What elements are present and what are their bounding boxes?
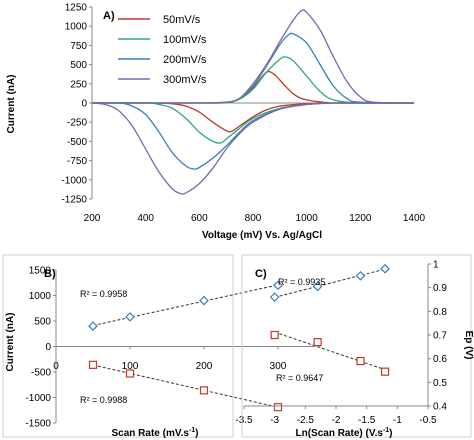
panel-b-label: B) <box>44 268 56 280</box>
data-point-square <box>273 403 283 412</box>
data-point-diamond <box>380 263 390 274</box>
y-tick-label: 1 <box>433 260 439 271</box>
r-squared-annotation: R² = 0.9988 <box>80 395 127 405</box>
panel-a-y-tick-label: 1250 <box>65 3 88 14</box>
panel-a-xlabel: Voltage (mV) Vs. Ag/AgCl <box>202 230 322 241</box>
data-point-diamond <box>199 295 209 306</box>
panel-c-ylabel: Ep (V) <box>463 331 474 360</box>
x-tick-label: 0 <box>53 361 59 372</box>
y-tick-label: -1500 <box>25 419 51 430</box>
x-tick-label: 200 <box>196 361 213 372</box>
panel-c-label: C) <box>255 268 267 280</box>
data-point-diamond <box>269 292 280 302</box>
panel-a-y-tick-label: -1250 <box>61 195 87 206</box>
panel-a-x-tick-label: 400 <box>137 213 154 224</box>
y-tick-label: 1000 <box>29 291 52 302</box>
panel-b-xlabel: Scan Rate (mV.s-1) <box>111 427 198 439</box>
data-point-diamond <box>273 280 283 291</box>
panel-a-series-forward <box>92 70 414 104</box>
data-point-square <box>356 356 365 366</box>
data-point-diamond <box>125 312 135 322</box>
y-tick-label: -500 <box>31 368 51 379</box>
data-point-square <box>199 386 209 395</box>
panel-a-series-forward <box>92 32 415 104</box>
panel-c-frame <box>241 254 472 438</box>
panel-a-legend-label: 300mV/s <box>163 74 207 86</box>
y-tick-label: 500 <box>34 317 51 328</box>
trendline <box>92 284 279 327</box>
panel-a-y-tick-label: -1000 <box>61 175 87 186</box>
panel-b-frame <box>2 254 234 438</box>
data-point-square <box>380 367 390 376</box>
panel-a-series-forward <box>92 9 415 104</box>
panel-a-label: A) <box>103 10 115 22</box>
panel-a-y-tick-label: 1000 <box>65 22 88 33</box>
x-tick-label: -2 <box>332 415 341 426</box>
x-tick-label: -2.5 <box>297 415 315 426</box>
r-squared-annotation: R² = 0.9958 <box>80 289 127 299</box>
trendline <box>92 364 279 408</box>
panel-a-y-tick-label: 750 <box>70 41 87 52</box>
x-tick-label: -1 <box>393 415 402 426</box>
panel-a-x-tick-label: 1400 <box>403 213 426 224</box>
y-tick-label: 1500 <box>29 266 52 277</box>
panel-a-series-reverse <box>91 102 414 144</box>
panel-a-series-forward <box>92 56 415 104</box>
panel-a: -1250 -1000 -750 -500 -250 0 250 500 750 1000 1250… <box>61 3 425 225</box>
y-tick-label: 0.4 <box>433 402 447 413</box>
y-tick-label: 0.5 <box>433 378 447 389</box>
x-tick-label: 100 <box>122 361 139 372</box>
panel-c-xlabel: Ln(Scan Rate) (V.s-1) <box>295 427 392 439</box>
panel-a-y-tick-label: -500 <box>67 137 87 148</box>
trendline <box>274 268 386 298</box>
y-tick-label: 0 <box>45 342 51 353</box>
data-point-square <box>88 360 98 369</box>
panel-a-series-reverse <box>92 102 414 133</box>
panel-c: 0.4 0.5 0.6 0.7 0.8 0.9 1 -3.5 -3 -2.5 -2 -1.5 -1 -0.… <box>235 260 447 427</box>
y-tick-label: 0.6 <box>433 354 447 365</box>
panel-a-series-reverse <box>91 102 414 170</box>
panel-a-x-tick-label: 1000 <box>296 213 319 224</box>
data-point-square <box>313 338 322 347</box>
panel-a-series-reverse <box>91 102 414 195</box>
panel-a-legend-label: 200mV/s <box>163 54 207 66</box>
data-point-square <box>125 369 135 378</box>
panel-a-legend-label: 100mV/s <box>163 34 207 46</box>
panel-a-y-tick-label: -250 <box>67 118 87 129</box>
panel-a-x-tick-label: 1200 <box>349 213 372 224</box>
data-point-diamond <box>312 281 323 292</box>
r-squared-annotation: R² = 0.9935 <box>278 277 325 287</box>
x-tick-label: -0.5 <box>419 415 437 426</box>
data-point-diamond <box>355 270 366 281</box>
panel-a-y-tick-label: 250 <box>70 79 87 90</box>
panel-a-y-tick-label: -750 <box>67 156 87 167</box>
data-point-square <box>270 330 279 340</box>
panel-a-y-tick-label: 500 <box>70 60 87 71</box>
x-tick-label: 300 <box>270 361 287 372</box>
x-tick-label: -3.5 <box>235 415 253 426</box>
panel-a-x-tick-label: 800 <box>245 213 262 224</box>
panel-a-legend-label: 50mV/s <box>163 14 201 26</box>
trendline <box>274 331 386 371</box>
x-tick-label: -1.5 <box>358 415 376 426</box>
y-tick-label: 0.8 <box>433 307 447 318</box>
y-tick-label: -1000 <box>25 393 51 404</box>
x-tick-label: -3 <box>270 415 279 426</box>
panel-a-ylabel: Current (nA) <box>6 75 17 134</box>
panel-a-x-tick-label: 600 <box>191 213 208 224</box>
y-tick-label: 0.7 <box>433 331 447 342</box>
data-point-diamond <box>88 321 98 331</box>
panel-b-ylabel: Current (nA) <box>5 313 16 372</box>
y-tick-label: 0.9 <box>433 283 447 294</box>
panel-a-y-tick-label: 0 <box>81 99 87 110</box>
panel-a-x-tick-label: 200 <box>84 213 101 224</box>
r-squared-annotation: R² = 0.9647 <box>276 373 323 383</box>
